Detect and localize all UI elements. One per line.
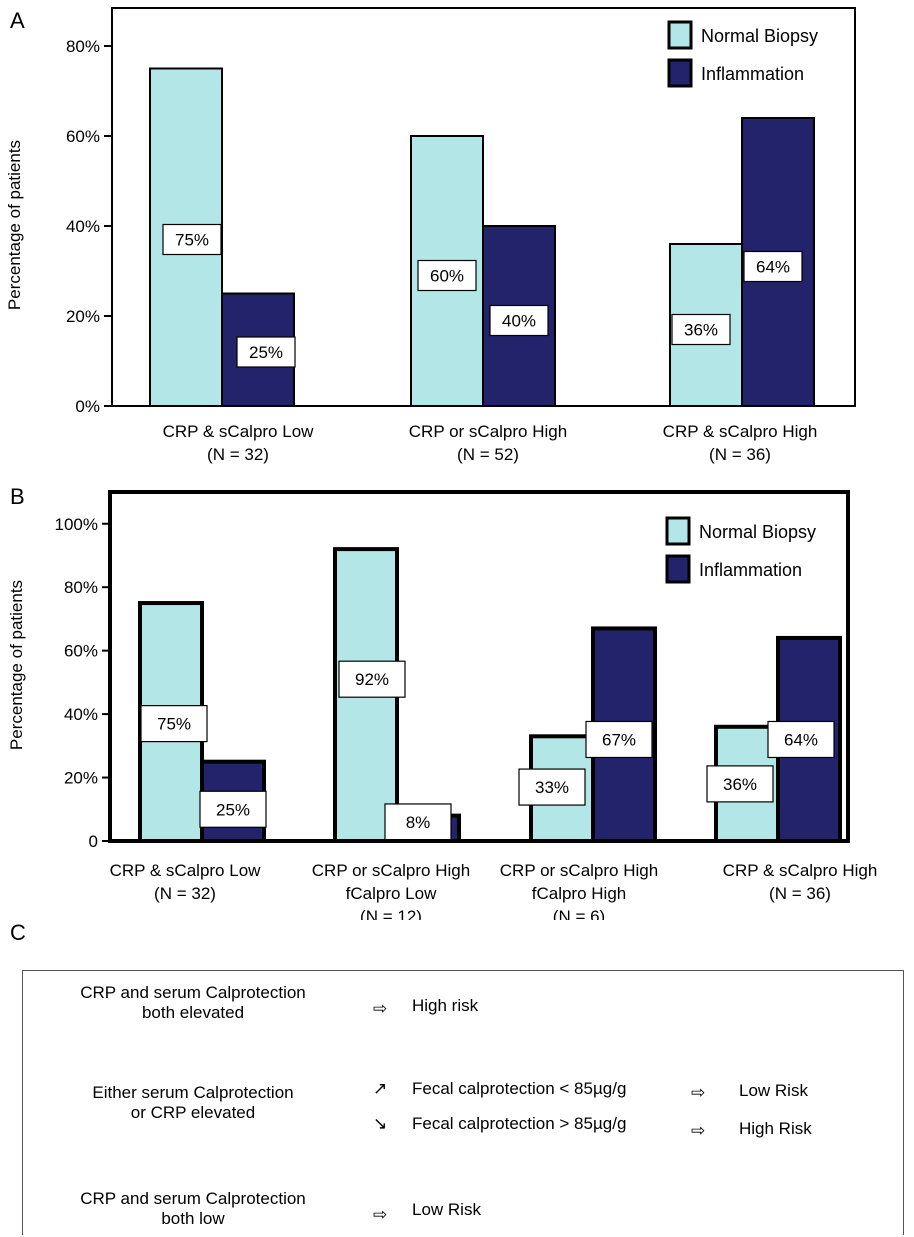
data-label-box [671,313,731,346]
y-tick-label: 40% [66,217,100,236]
data-label: 60% [430,267,464,286]
row1-arrow-icon: ⇨ [373,999,388,1018]
panel-label-a: A [10,8,25,33]
y-tick-label: 40% [64,705,98,724]
y-tick-label: 20% [64,769,98,788]
row1-result: High risk [412,996,479,1015]
data-label: 36% [684,321,718,340]
data-label: 67% [602,730,636,749]
category-label: CRP & sCalpro Low [110,861,262,880]
branch2-result-arrow-icon: ⇨ [691,1121,706,1140]
data-label: 33% [535,778,569,797]
branch2-result: High Risk [739,1119,812,1138]
branch2-arrow-icon: ↘ [373,1114,388,1133]
category-label: (N = 6) [553,907,605,920]
plot-frame [111,7,856,407]
chart-a: Percentage of patients 0% 20% 40% 60% 80% 75% 2… [5,7,856,464]
panel-label-b: B [10,484,25,509]
category-label: (N = 32) [154,884,216,903]
y-tick-label: 20% [66,307,100,326]
data-label: 64% [756,258,790,277]
row1-condition-line1: CRP and serum Calprotection [80,983,306,1002]
legend-swatch-inflammation [667,58,693,88]
data-label-box [585,720,653,759]
category-label: (N = 12) [360,907,422,920]
category-label: fCalpro Low [346,884,437,903]
branch1-result: Low Risk [739,1081,808,1100]
row1-condition-line2: both elevated [141,1003,245,1022]
data-label-box [417,259,477,292]
y-axis-label: Percentage of patients [7,580,26,750]
data-label-box [162,223,222,256]
y-tick-label: 100% [55,515,98,534]
y-tick-label: 80% [66,37,100,56]
data-label: 25% [216,800,250,819]
category-label: CRP or sCalpro High [312,861,470,880]
y-tick-label: 80% [64,578,98,597]
category-label: CRP or sCalpro High [409,422,567,441]
row3-result: Low Risk [412,1200,481,1219]
chart-b: Percentage of patients 0 20% 40% 60% 80% 100% 7… [7,490,878,920]
panel-label-c: C [10,920,26,945]
data-label: 75% [175,231,209,250]
legend-swatch-normal [665,516,691,546]
category-label: (N = 36) [709,445,771,464]
row2-condition-line2: or CRP elevated [130,1103,256,1122]
legend-label: Inflammation [701,64,804,84]
branch2-test: Fecal calprotection > 85µg/g [412,1114,627,1133]
category-label: CRP & sCalpro High [663,422,818,441]
data-label: 92% [355,670,389,689]
legend-label: Inflammation [699,560,802,580]
data-label: 40% [502,312,536,331]
data-label: 8% [406,813,431,832]
legend-label: Normal Biopsy [699,522,816,542]
y-tick-label: 0 [89,832,98,851]
category-label: (N = 32) [207,445,269,464]
data-label-box [338,660,406,698]
category-label: CRP & sCalpro High [723,861,878,880]
data-label-box [199,790,267,828]
y-tick-label: 60% [66,127,100,146]
category-label: CRP & sCalpro Low [163,422,315,441]
y-axis-label: Percentage of patients [5,140,24,310]
branch1-arrow-icon: ↗ [373,1079,388,1098]
y-tick-label: 0% [75,397,100,416]
category-label: CRP or sCalpro High [500,861,658,880]
row3-condition-line2: both low [161,1209,225,1228]
row3-arrow-icon: ⇨ [373,1205,388,1224]
row2-condition: Either serum Calprotection or CRP elevat… [33,1083,353,1123]
data-label-box [518,768,586,806]
row1-condition: CRP and serum Calprotection both elevate… [33,983,353,1023]
branch1-test: Fecal calprotection < 85µg/g [412,1079,627,1098]
category-label: fCalpro High [532,884,627,903]
data-label-box [706,765,774,803]
y-tick-label: 60% [64,642,98,661]
data-label: 36% [723,775,757,794]
data-label-box [743,250,803,283]
data-label: 75% [157,715,191,734]
data-label: 64% [784,730,818,749]
data-label-box [140,705,208,743]
legend-label: Normal Biopsy [701,26,818,46]
branch1-result-arrow-icon: ⇨ [691,1083,706,1102]
data-label-box [489,304,549,337]
category-label: (N = 52) [457,445,519,464]
category-label: (N = 36) [769,884,831,903]
risk-algorithm-box: CRP and serum Calprotection both elevate… [22,970,904,1235]
legend-swatch-inflammation [665,554,691,584]
plot-frame [108,490,850,843]
row2-condition-line1: Either serum Calprotection [92,1083,294,1102]
row3-condition: CRP and serum Calprotection both low [33,1189,353,1229]
data-label-box [767,720,835,759]
legend-swatch-normal [667,20,693,50]
data-label: 25% [249,343,283,362]
data-label-box [236,336,296,368]
row3-condition-line1: CRP and serum Calprotection [80,1189,306,1208]
